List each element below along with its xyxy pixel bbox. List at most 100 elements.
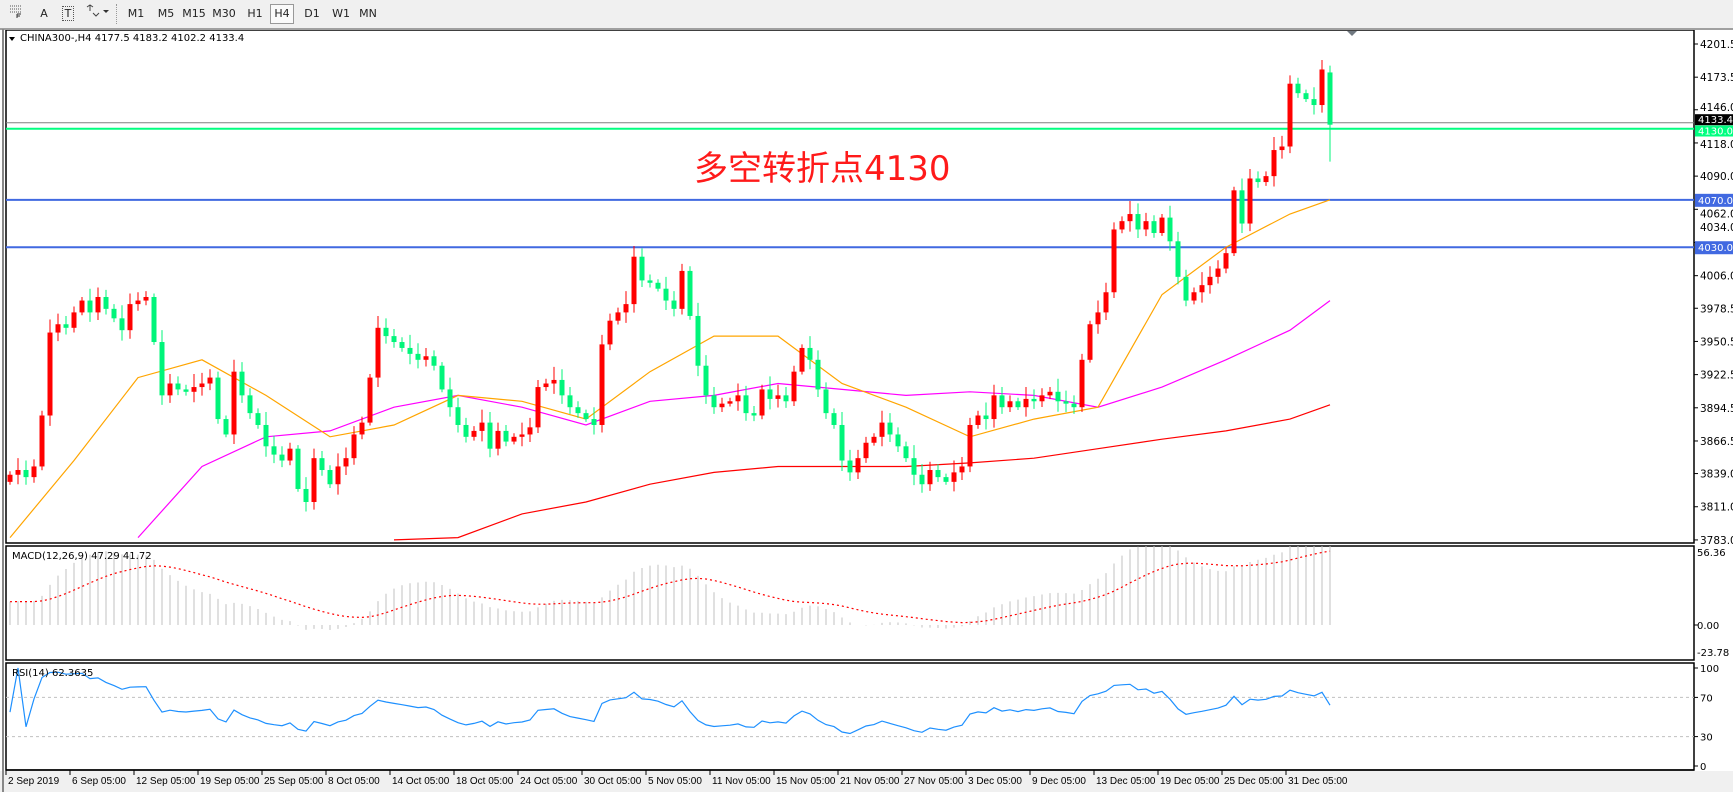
candle-body: [1327, 72, 1333, 125]
candle-body: [695, 315, 701, 366]
candle-body: [671, 300, 677, 309]
candle: [423, 347, 429, 367]
rsi-axis-label: 30: [1700, 733, 1713, 744]
rsi-line: [9, 667, 1331, 735]
candle: [383, 318, 389, 344]
candle: [1239, 178, 1245, 234]
timeframe-m30-button[interactable]: M30: [212, 7, 236, 20]
timeframe-h4-button[interactable]: H4: [270, 4, 294, 24]
candle-body: [487, 422, 493, 449]
rsi-panel[interactable]: [5, 662, 1695, 771]
candle: [167, 374, 173, 403]
candle-body: [1063, 401, 1069, 404]
timeframe-m5-button[interactable]: M5: [157, 7, 175, 20]
timeframe-w1-button[interactable]: W1: [332, 7, 350, 20]
candle-body: [623, 304, 629, 313]
candle-body: [1023, 398, 1029, 408]
candle: [759, 384, 765, 420]
candle: [55, 313, 61, 342]
candle: [823, 382, 829, 419]
candle: [335, 453, 341, 495]
candle: [1055, 378, 1061, 412]
candle-body: [359, 422, 365, 435]
candle-body: [111, 308, 117, 319]
arrows-dropdown-tool-button[interactable]: [82, 4, 112, 24]
macd-plot-area: [9, 546, 1331, 630]
candle-body: [943, 477, 949, 482]
candle-body: [1079, 359, 1085, 408]
timeframe-mn-button[interactable]: MN: [359, 7, 377, 20]
text-label-tool-button[interactable]: T: [58, 4, 78, 24]
candle-body: [863, 442, 869, 459]
grid-fibo-tool-button[interactable]: [6, 4, 26, 24]
candle-body: [463, 424, 469, 437]
candle-body: [775, 395, 781, 399]
candle: [511, 433, 517, 445]
candle-body: [31, 466, 37, 478]
candle-body: [103, 296, 109, 309]
candle: [1159, 214, 1165, 236]
x-axis-label: 18 Oct 05:00: [456, 776, 514, 787]
candle: [711, 387, 717, 414]
x-axis-label: 30 Oct 05:00: [584, 776, 642, 787]
candle: [351, 426, 357, 465]
candle-body: [7, 474, 13, 482]
candle-body: [743, 395, 749, 414]
price-chart[interactable]: 多空转折点4130 CHINA300-,H4 4177.5 4183.2 4102…: [0, 29, 1733, 792]
y-axis-label: 4090.0: [1700, 171, 1733, 183]
candle: [391, 328, 397, 348]
candle-body: [423, 356, 429, 360]
candle: [1095, 300, 1101, 334]
candle: [119, 305, 125, 341]
timeframe-h1-button[interactable]: H1: [247, 7, 263, 20]
candle-body: [343, 458, 349, 467]
candle: [399, 337, 405, 352]
candle-body: [71, 312, 77, 328]
candle: [31, 459, 37, 483]
candle: [735, 383, 741, 411]
candle-body: [615, 312, 621, 321]
candle: [367, 374, 373, 426]
candle-body: [895, 434, 901, 447]
annotation-text: 多空转折点4130: [694, 149, 951, 189]
candle-body: [319, 458, 325, 471]
candle-body: [1071, 403, 1077, 408]
candle: [255, 408, 261, 429]
candle: [1207, 266, 1213, 294]
timeframe-d1-button[interactable]: D1: [304, 7, 320, 20]
candle: [1191, 287, 1197, 305]
candle: [127, 293, 133, 339]
candle: [791, 365, 797, 407]
candle: [927, 461, 933, 491]
candle: [887, 413, 893, 443]
collapse-triangle-icon[interactable]: [9, 37, 15, 41]
candle: [615, 307, 621, 325]
candle: [343, 447, 349, 475]
candle-body: [1143, 221, 1149, 230]
timeframe-m15-button[interactable]: M15: [182, 7, 206, 20]
candle: [519, 422, 525, 447]
chart-shift-marker-icon[interactable]: [1347, 31, 1357, 36]
candle: [431, 350, 437, 371]
macd-panel[interactable]: [5, 545, 1695, 661]
candle-body: [1031, 398, 1037, 402]
candle-body: [215, 377, 221, 420]
text-tool-button[interactable]: A: [34, 4, 54, 24]
candle-body: [919, 474, 925, 485]
x-axis-label: 27 Nov 05:00: [904, 776, 964, 787]
x-axis-label: 25 Dec 05:00: [1224, 776, 1284, 787]
candle-body: [655, 282, 661, 289]
candle: [567, 387, 573, 414]
candle-body: [311, 458, 317, 503]
candle: [607, 313, 613, 351]
candle-body: [799, 347, 805, 372]
candle: [879, 410, 885, 447]
candle-body: [1175, 241, 1181, 277]
candle-body: [191, 387, 197, 392]
timeframe-m1-button[interactable]: M1: [127, 7, 145, 20]
candle: [191, 374, 197, 403]
candle-body: [431, 356, 437, 366]
candle: [63, 315, 69, 335]
candle-body: [1119, 221, 1125, 230]
candle: [263, 411, 269, 457]
